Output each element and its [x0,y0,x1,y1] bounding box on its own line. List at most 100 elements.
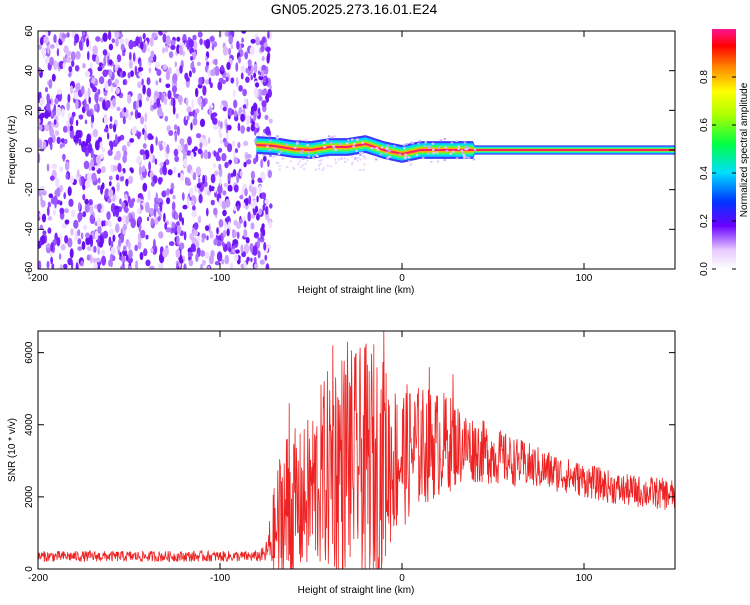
noise-cell [219,103,224,110]
noise-cell [136,99,140,110]
band-speckle [462,153,466,156]
noise-cell [128,212,132,220]
noise-cell [120,175,125,182]
noise-cell [217,81,223,91]
noise-cell [78,202,81,211]
noise-cell [253,231,259,239]
noise-cell [102,32,108,42]
fringe-cell [359,158,362,161]
noise-cell [50,110,54,118]
noise-cell [257,107,261,115]
noise-cell [250,109,254,116]
noise-cell [173,148,179,157]
band-speckle [355,138,359,141]
band-speckle [351,138,354,141]
noise-cell [39,185,45,192]
noise-cell [183,158,188,167]
noise-cell [41,213,47,223]
noise-cell [166,144,170,154]
noise-cell [247,65,252,71]
noise-cell [209,186,216,192]
snr-y-tick-label: 6000 [24,341,35,364]
noise-cell [155,91,160,98]
band-speckle [464,148,467,151]
spectrogram-x-tick-label: 0 [399,273,405,284]
noise-cell [142,84,146,95]
noise-cell [250,257,253,263]
noise-cell [95,55,100,65]
colorbar-tick-label: 0.0 [699,262,710,276]
noise-cell [231,140,236,147]
noise-cell [143,248,148,257]
noise-cell [151,32,157,39]
band-speckle [467,157,471,159]
noise-cell [186,106,192,113]
noise-cell [172,105,176,115]
fringe-cell [286,166,289,168]
fringe-cell [317,167,320,170]
band-speckle [463,156,466,159]
spectrogram-y-tick-label: 20 [24,104,35,116]
noise-cell [96,203,102,211]
noise-cell [206,235,209,241]
noise-cell [235,249,240,254]
noise-cell [157,176,163,185]
noise-cell [123,245,127,252]
band-speckle [467,146,470,149]
noise-cell [133,100,137,110]
noise-cell [98,97,104,102]
noise-cell [183,231,187,241]
noise-cell [196,133,202,139]
colorbar-tick-label: 0.6 [699,118,710,132]
noise-cell [164,159,170,166]
noise-cell [85,236,91,246]
noise-cell [112,165,118,172]
noise-cell [193,222,199,230]
noise-cell [113,123,117,133]
noise-cell [107,31,112,41]
noise-cell [50,242,54,252]
noise-cell [224,254,230,265]
noise-cell [147,190,151,201]
noise-cell [162,64,168,71]
noise-cell [103,128,109,133]
noise-cell [96,217,102,227]
fringe-cell [298,139,301,142]
noise-cell [128,51,132,61]
noise-cell [246,126,251,132]
noise-cell [230,44,234,49]
band-speckle [449,152,453,155]
noise-cell [112,196,116,203]
noise-cell [188,70,192,78]
noise-cell [230,77,235,84]
noise-cell [217,185,223,194]
noise-cell [51,163,58,169]
noise-cell [174,124,178,131]
band-speckle [443,159,446,162]
noise-cell [38,118,41,124]
noise-cell [64,235,69,244]
noise-cell [137,66,144,72]
noise-cell [123,150,128,157]
noise-cell [191,210,197,218]
fringe-cell [314,168,317,171]
noise-cell [63,45,69,54]
noise-cell [145,259,151,267]
noise-cell [77,246,83,252]
noise-cell [257,250,261,259]
noise-cell [112,234,116,242]
noise-cell [122,223,127,231]
noise-cell [85,103,90,113]
noise-cell [139,149,145,156]
noise-cell [127,265,132,269]
noise-cell [125,215,130,225]
noise-cell [210,199,215,206]
band-speckle [461,151,464,154]
noise-cell [59,264,63,269]
noise-cell [120,265,124,269]
noise-cell [108,189,114,198]
noise-cell [142,182,148,192]
noise-cell [97,66,103,72]
noise-cell [236,40,240,50]
